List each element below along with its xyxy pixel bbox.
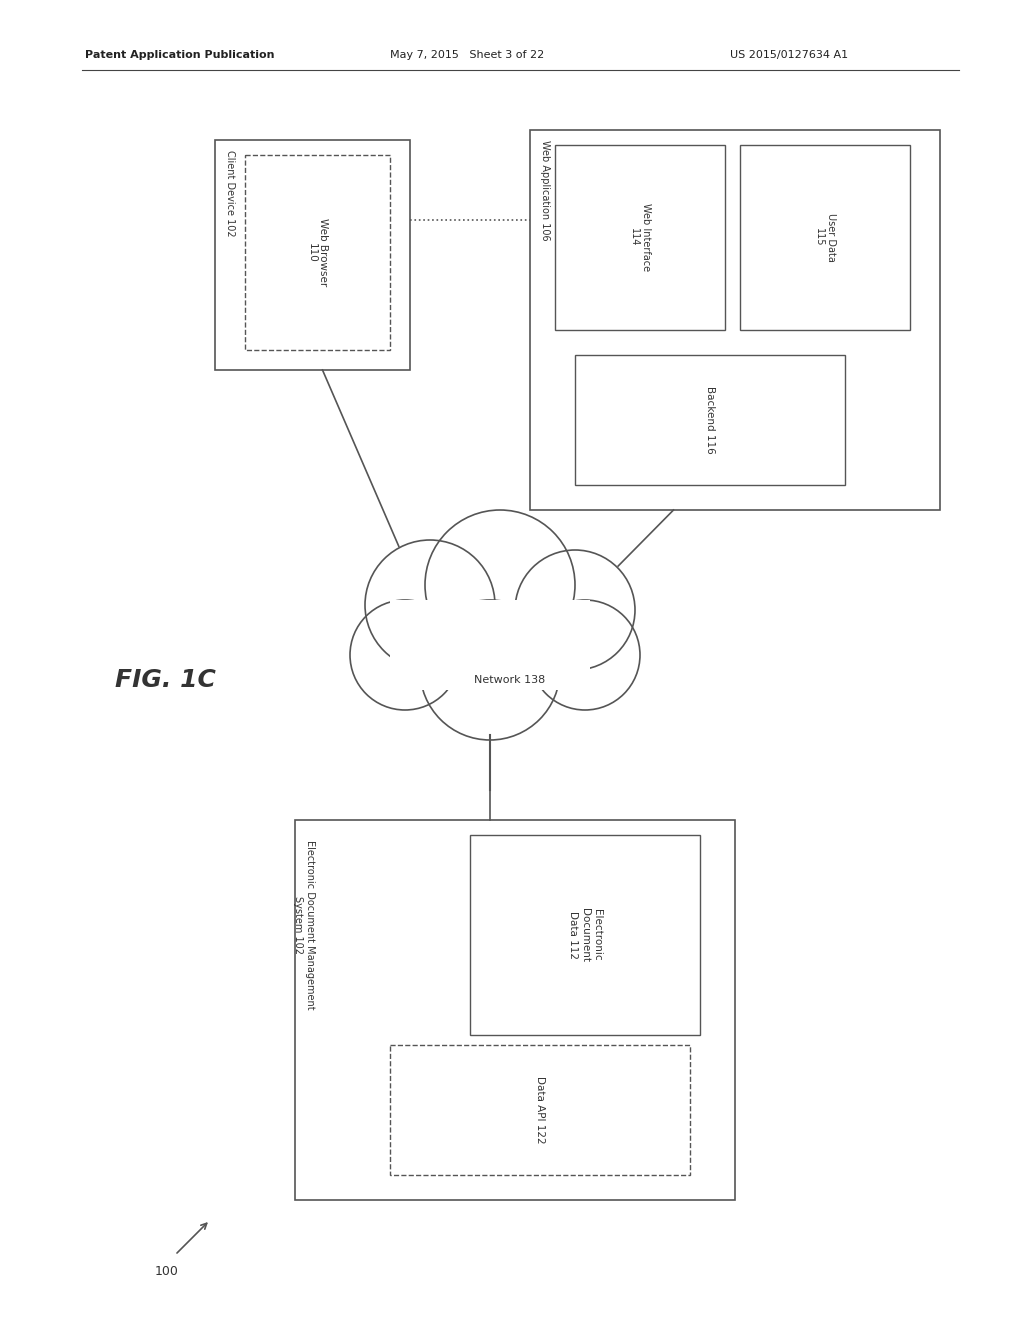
Circle shape	[350, 601, 460, 710]
Circle shape	[425, 510, 575, 660]
Text: Web Application 106: Web Application 106	[539, 140, 549, 240]
Text: Patent Application Publication: Patent Application Publication	[85, 50, 274, 59]
Bar	[554, 145, 725, 330]
Circle shape	[420, 601, 559, 741]
Text: Backend 116: Backend 116	[704, 387, 714, 454]
Bar	[245, 154, 389, 350]
Bar	[389, 1045, 689, 1175]
Bar	[739, 145, 909, 330]
Text: Client Device 102: Client Device 102	[225, 150, 234, 236]
Text: Web Browser
110: Web Browser 110	[307, 218, 328, 286]
Text: Network 138: Network 138	[474, 675, 545, 685]
Circle shape	[515, 550, 635, 671]
Text: Electronic Document Management
System 102: Electronic Document Management System 10…	[293, 840, 315, 1010]
Text: Data API 122: Data API 122	[535, 1076, 544, 1144]
Bar	[294, 820, 735, 1200]
Text: User Data
115: User Data 115	[813, 213, 835, 261]
Bar	[470, 836, 699, 1035]
Text: US 2015/0127634 A1: US 2015/0127634 A1	[730, 50, 847, 59]
Bar	[215, 140, 410, 370]
Circle shape	[530, 601, 639, 710]
Text: Web Interface
114: Web Interface 114	[629, 203, 650, 272]
Bar	[575, 355, 844, 484]
Bar	[530, 129, 940, 510]
Text: FIG. 1C: FIG. 1C	[115, 668, 216, 692]
Circle shape	[365, 540, 494, 671]
Text: 100: 100	[155, 1265, 178, 1278]
Text: Electronic
Document
Data 112: Electronic Document Data 112	[568, 908, 601, 962]
Text: May 7, 2015   Sheet 3 of 22: May 7, 2015 Sheet 3 of 22	[389, 50, 544, 59]
Bar	[389, 601, 589, 690]
